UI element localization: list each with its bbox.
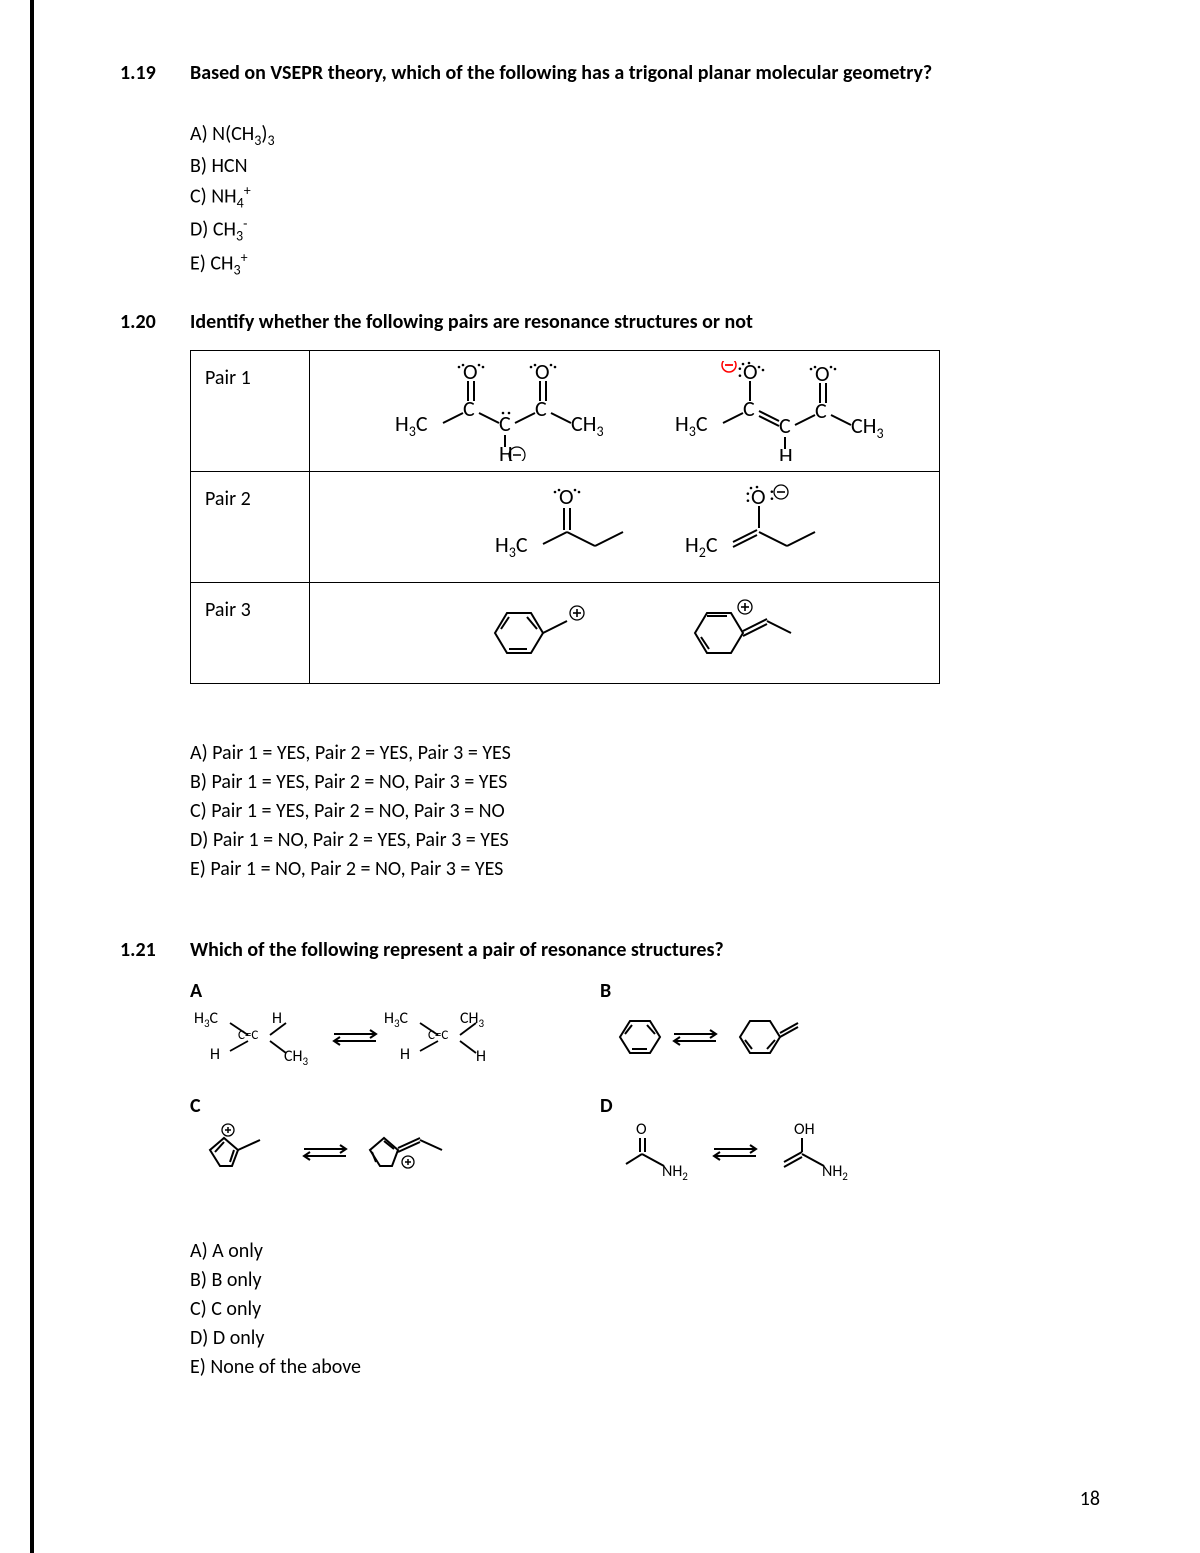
svg-text:H: H	[779, 442, 793, 461]
q120-pair2-structures: H3C O H2C	[310, 471, 940, 582]
q120-row: 1.20 Identify whether the following pair…	[120, 309, 1100, 336]
q119-text: Based on VSEPR theory, which of the foll…	[190, 60, 1100, 87]
page-number: 18	[1080, 1486, 1100, 1513]
q120-pair2-label: Pair 2	[191, 471, 310, 582]
q119-number: 1.19	[120, 60, 190, 87]
q120-number: 1.20	[120, 309, 190, 336]
q121-label-b: B	[600, 978, 970, 1005]
svg-text:O: O	[559, 483, 574, 510]
svg-text:NH2: NH2	[662, 1162, 688, 1182]
svg-text:H: H	[210, 1045, 220, 1064]
q121-label-a: A	[190, 978, 560, 1005]
q121-number: 1.21	[120, 937, 190, 964]
svg-text:C: C	[779, 412, 791, 439]
q121-figures: A H3C C=C H H CH3	[190, 978, 1100, 1182]
q120-pair3-structures	[310, 582, 940, 683]
svg-text:H2C: H2C	[685, 531, 718, 561]
q120-pair1-row: Pair 1 H3C C O	[191, 350, 940, 471]
q120-pair1-structures: H3C C O C	[310, 350, 940, 471]
q121-text: Which of the following represent a pair …	[190, 937, 1100, 964]
q120-table: Pair 1 H3C C O	[190, 350, 940, 684]
svg-text:C=C: C=C	[428, 1028, 448, 1043]
left-margin-rule	[30, 0, 34, 1553]
q120-table-wrap: Pair 1 H3C C O	[190, 350, 1100, 684]
pair3-svg	[345, 593, 905, 673]
svg-text:C=C: C=C	[238, 1028, 258, 1043]
q119-choices: A) N(CH3)3 B) HCN C) NH4+ D) CH3- E) CH3…	[190, 121, 1100, 281]
resonance-arrow-icon	[330, 1027, 380, 1047]
q121-fig-c	[190, 1122, 560, 1182]
svg-text:H3C: H3C	[395, 410, 428, 440]
svg-text:CH3: CH3	[284, 1047, 309, 1067]
q120-choice-a: A) Pair 1 = YES, Pair 2 = YES, Pair 3 = …	[190, 740, 1100, 767]
svg-text:O: O	[636, 1122, 647, 1139]
resonance-arrow-icon	[300, 1142, 350, 1162]
pair1-svg: H3C C O C	[345, 361, 905, 461]
q120-text: Identify whether the following pairs are…	[190, 309, 1100, 336]
q121-fig-b	[600, 1007, 970, 1067]
q119-choice-c: C) NH4+	[190, 182, 1100, 214]
svg-text:H: H	[400, 1045, 410, 1064]
q121-fig-d: O NH2	[600, 1122, 970, 1182]
page: 1.19 Based on VSEPR theory, which of the…	[0, 0, 1200, 1553]
q121-fig-a: H3C C=C H H CH3	[190, 1007, 560, 1067]
q121-label-d: D	[600, 1093, 970, 1120]
q121-label-c: C	[190, 1093, 560, 1120]
q121-choice-b: B) B only	[190, 1267, 1100, 1294]
svg-text:O: O	[743, 361, 758, 385]
q121-choice-e: E) None of the above	[190, 1354, 1100, 1381]
resonance-arrow-icon	[670, 1027, 720, 1047]
pair2-svg: H3C O H2C	[345, 482, 905, 572]
svg-text:O: O	[535, 361, 550, 385]
q119-choice-d: D) CH3-	[190, 215, 1100, 247]
q120-pair3-row: Pair 3	[191, 582, 940, 683]
svg-text:H3C: H3C	[675, 410, 708, 440]
svg-text:H3C: H3C	[384, 1009, 409, 1030]
q120-pair1-label: Pair 1	[191, 350, 310, 471]
q121-choice-a: A) A only	[190, 1238, 1100, 1265]
resonance-arrow-icon	[710, 1142, 760, 1162]
svg-text:O: O	[463, 361, 478, 385]
svg-text:OH: OH	[794, 1122, 815, 1139]
q119-choice-b: B) HCN	[190, 153, 1100, 180]
svg-text::: :	[745, 482, 751, 508]
q121-choice-d: D) D only	[190, 1325, 1100, 1352]
q120-choices: A) Pair 1 = YES, Pair 2 = YES, Pair 3 = …	[190, 740, 1100, 883]
q120-pair2-row: Pair 2 H3C O	[191, 471, 940, 582]
svg-text:H3C: H3C	[194, 1009, 219, 1030]
svg-text:H: H	[272, 1009, 282, 1028]
q120-choice-d: D) Pair 1 = NO, Pair 2 = YES, Pair 3 = Y…	[190, 827, 1100, 854]
svg-text:CH3: CH3	[571, 410, 604, 440]
svg-text:O: O	[815, 361, 830, 387]
q119-row: 1.19 Based on VSEPR theory, which of the…	[120, 60, 1100, 87]
svg-text:H3C: H3C	[495, 531, 528, 561]
q121-choice-c: C) C only	[190, 1296, 1100, 1323]
q119-choice-e: E) CH3+	[190, 249, 1100, 281]
q120-pair3-label: Pair 3	[191, 582, 310, 683]
svg-text:H: H	[476, 1047, 486, 1066]
q121-row: 1.21 Which of the following represent a …	[120, 937, 1100, 964]
q120-choice-b: B) Pair 1 = YES, Pair 2 = NO, Pair 3 = Y…	[190, 769, 1100, 796]
q121-choices: A) A only B) B only C) C only D) D only …	[190, 1238, 1100, 1381]
q120-choice-e: E) Pair 1 = NO, Pair 2 = NO, Pair 3 = YE…	[190, 856, 1100, 883]
q119-choice-a: A) N(CH3)3	[190, 121, 1100, 151]
q120-choice-c: C) Pair 1 = YES, Pair 2 = NO, Pair 3 = N…	[190, 798, 1100, 825]
svg-text:NH2: NH2	[822, 1162, 848, 1182]
svg-text:CH3: CH3	[851, 412, 884, 442]
